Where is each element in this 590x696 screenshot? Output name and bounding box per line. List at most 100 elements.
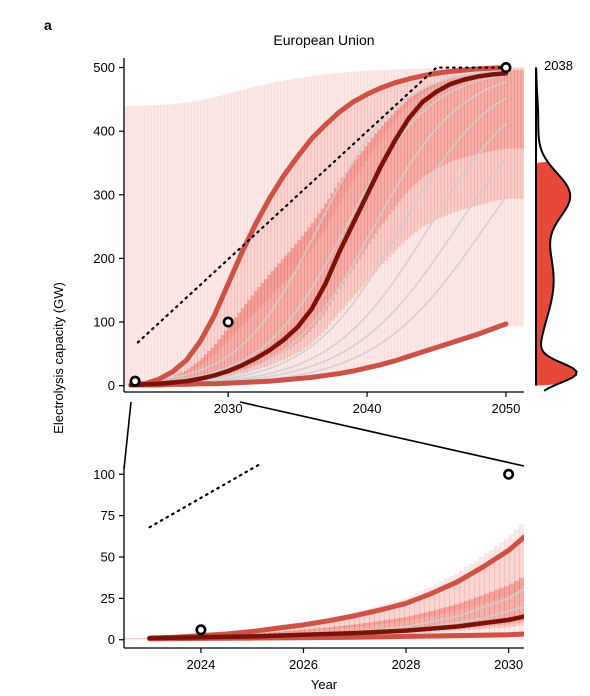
band-strip-82-3 [397, 81, 402, 116]
band-strip-105-1 [474, 73, 478, 206]
band-strip-92-0 [430, 68, 435, 352]
band-strip-76-1 [377, 129, 382, 268]
band-strip-98-2 [450, 77, 455, 162]
band-strip-71-0 [479, 556, 485, 640]
band-strip-78-3 [384, 86, 388, 133]
band-strip-42-0 [334, 616, 340, 640]
band-strip-22-0 [197, 100, 202, 386]
density-outline [535, 67, 578, 392]
band-strip-78-2 [514, 580, 520, 624]
band-strip-89-1 [420, 89, 425, 228]
band-strip-44-2 [270, 271, 275, 359]
band-strip-110-2 [490, 71, 495, 151]
band-strip-96-3 [444, 72, 448, 82]
zoom-connector-right [239, 401, 525, 467]
band-strip-102-2 [464, 74, 468, 157]
band-strip-58-3 [414, 599, 420, 620]
band-strip-72-3 [364, 95, 368, 162]
band-strip-53-3 [389, 607, 395, 623]
band-strip-16-0 [177, 103, 182, 386]
band-strip-57-2 [314, 218, 318, 325]
band-strip-50-1 [374, 621, 380, 635]
band-strip-87-0 [414, 68, 418, 357]
band-strip-72-3 [484, 564, 490, 603]
band-strip-99-2 [454, 76, 458, 161]
band-strip-35-2 [240, 308, 245, 371]
band-strip-39-0 [319, 619, 325, 640]
band-strip-46-1 [277, 263, 282, 362]
band-strip-98-0 [450, 67, 455, 345]
band-strip-44-0 [270, 82, 275, 384]
band-strip-77-3 [380, 87, 385, 137]
band-strip-53-2 [300, 235, 305, 339]
band-strip-26-3 [210, 319, 215, 357]
band-strip-118-0 [517, 67, 522, 327]
band-strip-40-0 [257, 85, 262, 385]
band-strip-90-1 [424, 87, 428, 226]
band-strip-26-2 [210, 347, 215, 379]
band-strip-75-0 [499, 542, 505, 640]
band-strip-40-3 [257, 217, 262, 308]
band-strip-76-0 [377, 70, 382, 368]
band-strip-35-3 [299, 625, 305, 632]
band-strip-20-1 [190, 366, 195, 383]
band-strip-19-3 [187, 356, 192, 373]
band-strip-63-3 [439, 588, 445, 615]
band-strip-118-3 [517, 67, 522, 72]
band-strip-63-3 [334, 115, 338, 210]
band-strip-80-2 [390, 114, 395, 211]
sample-curve-1 [130, 73, 507, 385]
band-strip-63-0 [334, 73, 338, 377]
band-strip-78-1 [384, 121, 388, 261]
band-strip-74-3 [370, 91, 375, 152]
band-strip-95-1 [440, 80, 445, 218]
observation-marker-0 [195, 624, 207, 636]
band-strip-48-2 [284, 255, 288, 351]
observation-marker-2 [500, 62, 512, 74]
band-strip-31-2 [227, 326, 232, 375]
band-strip-17-2 [180, 372, 185, 383]
band-strip-35-0 [240, 89, 245, 385]
band-strip-13-0 [167, 104, 172, 386]
band-strip-38-3 [250, 230, 255, 315]
band-strip-61-3 [327, 121, 332, 222]
band-strip-50-3 [374, 610, 380, 625]
top-x-tick-label-0: 2030 [214, 401, 243, 416]
band-strip-42-0 [264, 84, 268, 384]
band-strip-70-2 [474, 597, 480, 628]
top-x-tick-label-2: 2050 [491, 401, 520, 416]
band-strip-43-1 [339, 625, 345, 636]
band-strip-75-0 [374, 70, 378, 369]
band-strip-44-1 [270, 271, 275, 365]
band-strip-69-3 [469, 573, 475, 607]
band-strip-37-2 [309, 629, 315, 636]
band-strip-32-1 [230, 321, 235, 377]
chart-title: European Union [273, 32, 374, 48]
band-strip-30-1 [224, 330, 228, 378]
band-strip-88-1 [417, 91, 422, 230]
band-strip-37-3 [309, 623, 315, 631]
band-strip-103-1 [467, 74, 472, 208]
band-strip-31-0 [227, 93, 232, 386]
band-strip-30-0 [274, 626, 280, 640]
band-strip-105-3 [474, 69, 478, 75]
band-strip-59-2 [419, 613, 425, 632]
bottom-markers [195, 468, 515, 636]
band-strip-29-2 [220, 335, 225, 377]
band-strip-32-0 [284, 625, 290, 640]
band-strip-45-1 [274, 267, 278, 364]
band-strip-80-0 [390, 69, 395, 365]
band-strip-27-3 [214, 312, 218, 354]
band-strip-84-3 [404, 79, 408, 109]
band-strip-91-2 [427, 85, 432, 174]
band-strip-69-1 [354, 159, 358, 295]
band-strip-20-3 [190, 352, 195, 371]
band-strip-77-1 [509, 583, 515, 627]
band-strip-12-0 [164, 104, 168, 386]
band-strip-84-2 [404, 101, 408, 194]
band-strip-8-0 [150, 105, 155, 386]
band-strip-53-0 [389, 602, 395, 640]
band-strip-48-3 [284, 173, 288, 281]
band-strip-17-0 [180, 103, 185, 386]
band-strip-50-0 [374, 606, 380, 640]
